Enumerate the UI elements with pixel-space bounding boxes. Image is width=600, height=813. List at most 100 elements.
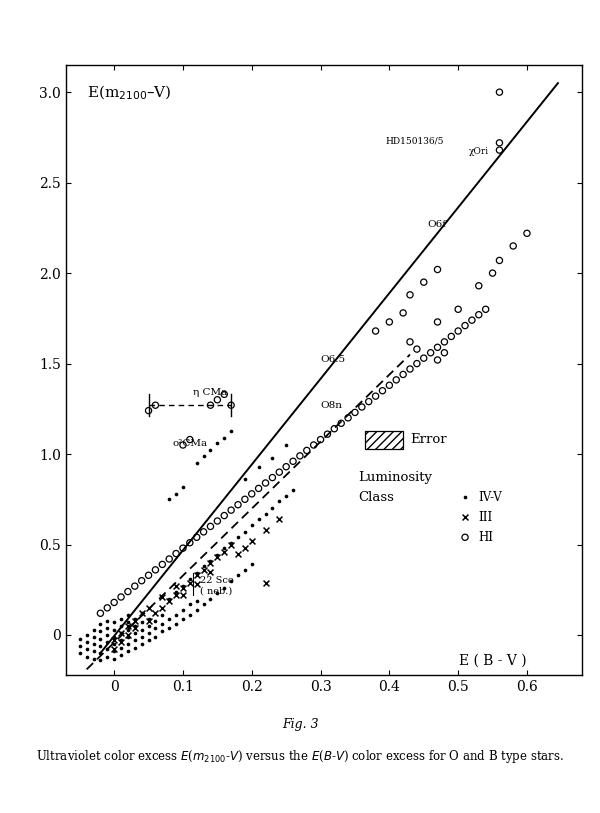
- Point: [95, 646, 105, 659]
- Point: [164, 593, 174, 606]
- Point: [385, 315, 394, 328]
- Point: [158, 602, 167, 615]
- Point: [171, 618, 181, 631]
- Point: [144, 627, 154, 640]
- Point: [116, 627, 126, 640]
- Point: [185, 572, 194, 585]
- Point: [337, 417, 346, 430]
- Point: [460, 319, 470, 332]
- Point: [103, 621, 112, 634]
- Point: [329, 422, 339, 435]
- Point: [137, 615, 146, 628]
- Text: Error: Error: [410, 433, 446, 446]
- Point: [206, 520, 215, 533]
- Point: [254, 513, 263, 526]
- Point: [89, 623, 98, 636]
- Point: [488, 267, 497, 280]
- Text: Fig. 3: Fig. 3: [281, 718, 319, 731]
- Point: [130, 614, 140, 627]
- Point: [82, 636, 91, 649]
- Point: [123, 609, 133, 622]
- Point: [137, 606, 146, 620]
- Point: [109, 596, 119, 609]
- Point: [151, 606, 160, 620]
- Point: [158, 590, 167, 603]
- Point: [433, 341, 442, 354]
- Point: [109, 630, 119, 643]
- Point: [371, 389, 380, 402]
- Text: η CMa: η CMa: [193, 388, 227, 397]
- Point: [226, 424, 236, 437]
- Point: [446, 330, 456, 343]
- Point: [95, 606, 105, 620]
- Point: [164, 493, 174, 506]
- Point: [178, 438, 188, 451]
- Point: [171, 580, 181, 593]
- Point: [240, 563, 250, 576]
- Point: [240, 473, 250, 486]
- Point: [103, 628, 112, 641]
- Point: [522, 227, 532, 240]
- Point: [357, 401, 367, 414]
- Point: [212, 550, 222, 563]
- Point: [212, 515, 222, 528]
- Point: [144, 634, 154, 647]
- Point: [474, 280, 484, 293]
- Point: [192, 578, 202, 591]
- Point: [137, 630, 146, 643]
- Point: [220, 431, 229, 444]
- Point: [377, 385, 387, 398]
- Point: [164, 612, 174, 625]
- Point: [261, 476, 271, 489]
- Point: [103, 614, 112, 627]
- Point: [123, 637, 133, 650]
- Point: [178, 541, 188, 554]
- Point: [295, 450, 305, 463]
- Point: [144, 569, 154, 582]
- Point: [419, 352, 428, 365]
- Point: [158, 558, 167, 571]
- Point: [440, 346, 449, 359]
- Point: [178, 580, 188, 593]
- Point: [109, 637, 119, 650]
- Point: [171, 589, 181, 602]
- Point: [364, 395, 374, 408]
- Point: [178, 612, 188, 625]
- Point: [220, 541, 229, 554]
- Point: [137, 574, 146, 587]
- Text: HD150136/5: HD150136/5: [386, 137, 445, 146]
- Bar: [365, 431, 403, 449]
- Point: [412, 342, 422, 355]
- Point: [109, 623, 119, 636]
- Point: [494, 144, 504, 157]
- Point: [206, 398, 215, 411]
- Point: [433, 354, 442, 367]
- Point: [454, 324, 463, 337]
- Point: [508, 240, 518, 253]
- Point: [95, 654, 105, 667]
- Point: [123, 628, 133, 641]
- Point: [240, 525, 250, 538]
- Point: [116, 620, 126, 633]
- Text: O6f: O6f: [427, 220, 446, 228]
- Point: [158, 625, 167, 638]
- Point: [220, 546, 229, 559]
- Point: [123, 620, 133, 633]
- Point: [109, 615, 119, 628]
- Point: [454, 302, 463, 315]
- Point: [206, 593, 215, 606]
- Point: [433, 315, 442, 328]
- Point: [95, 618, 105, 631]
- Point: [144, 612, 154, 625]
- Point: [123, 615, 133, 628]
- Point: [398, 307, 408, 320]
- Point: [391, 373, 401, 386]
- Point: [233, 498, 243, 511]
- Text: o²CMa: o²CMa: [173, 439, 208, 448]
- Point: [494, 254, 504, 267]
- Point: [130, 612, 140, 625]
- Text: O6.5: O6.5: [320, 355, 346, 364]
- Point: [460, 531, 470, 544]
- Point: [123, 630, 133, 643]
- Point: [350, 406, 360, 419]
